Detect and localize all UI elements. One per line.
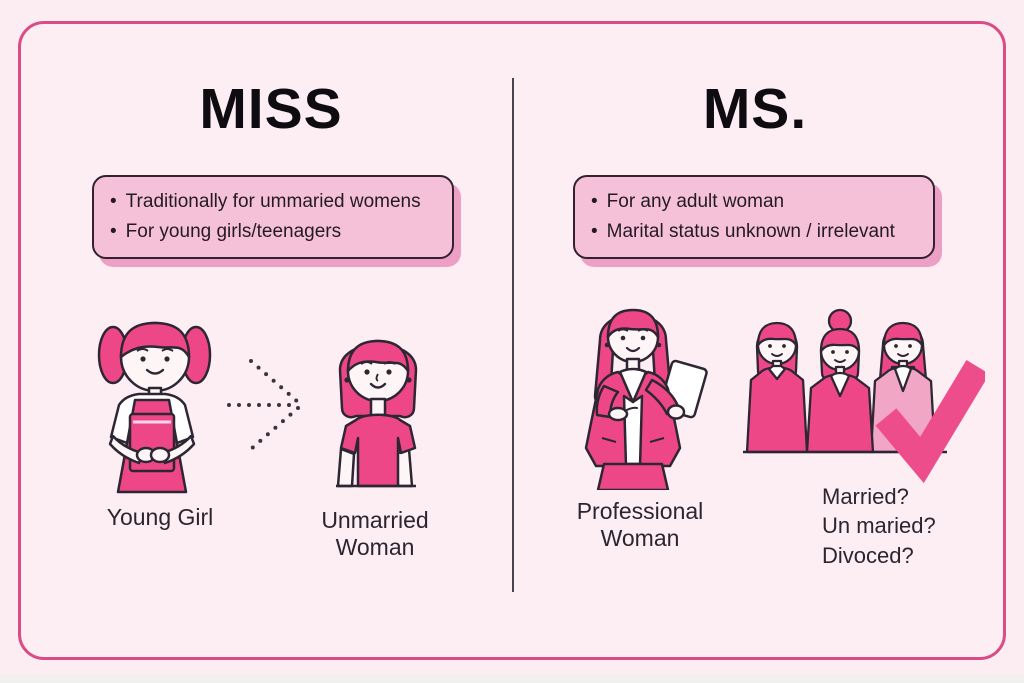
question-unmarried: Un maried? xyxy=(822,513,936,539)
young-girl-label: Young Girl xyxy=(106,504,214,530)
ms-bullet-1: For any adult woman xyxy=(591,191,917,214)
young-girl-illustration xyxy=(88,298,216,496)
miss-bullet-box: Traditionally for ummaried womens For yo… xyxy=(92,175,454,259)
three-women-group-illustration xyxy=(735,295,985,510)
professional-woman-illustration xyxy=(568,288,713,490)
ms-bullet-box: For any adult woman Marital status unkno… xyxy=(573,175,935,259)
question-divorced: Divoced? xyxy=(822,542,914,568)
dotted-arrow-right-icon xyxy=(226,348,310,460)
bottom-strip xyxy=(0,674,1024,683)
miss-title: MISS xyxy=(199,77,343,141)
unmarried-woman-label: Unmarried Woman xyxy=(321,507,429,561)
question-married: Married? xyxy=(822,484,909,509)
ms-title: MS. xyxy=(702,77,808,141)
professional-woman-label: Professional Woman xyxy=(576,498,704,552)
marital-status-questions: Married? Un maried? Divoced? xyxy=(822,484,936,572)
column-divider xyxy=(512,78,514,592)
miss-bullet-2: For young girls/teenagers xyxy=(110,221,436,244)
pink-checkmark-icon xyxy=(875,360,985,484)
ms-bullet-2: Marital status unknown / irrelevant xyxy=(591,221,917,244)
unmarried-woman-illustration xyxy=(310,316,440,490)
miss-bullet-1: Traditionally for ummaried womens xyxy=(110,191,436,214)
